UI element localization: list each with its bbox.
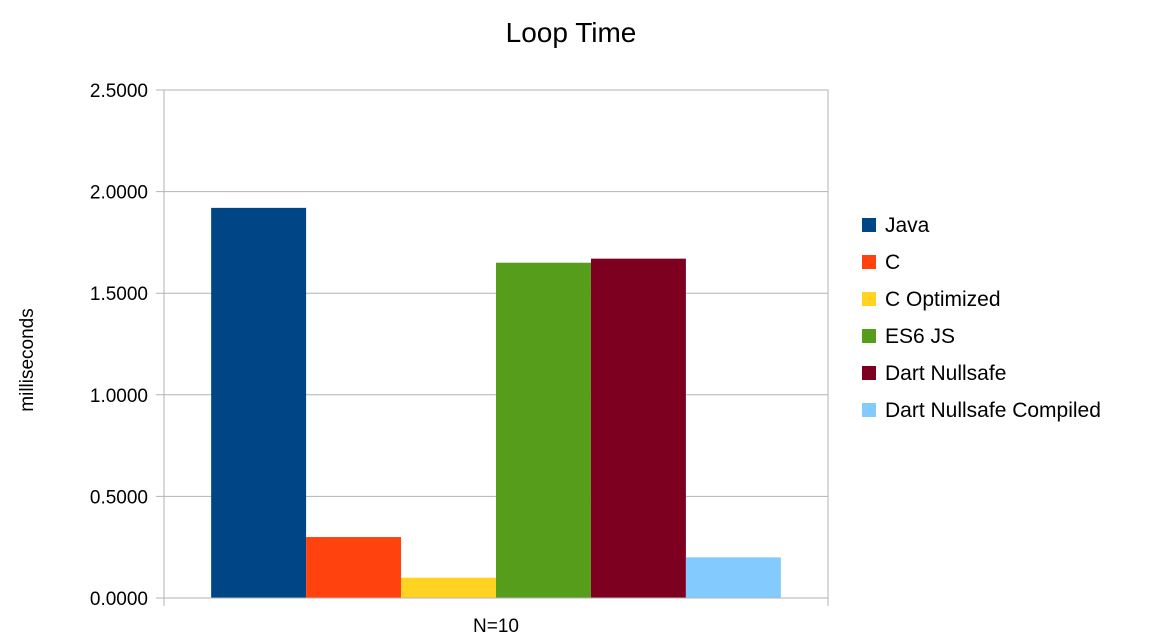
y-tick-label: 2.0000 <box>90 183 148 204</box>
legend-item: Dart Nullsafe <box>862 362 1006 385</box>
legend-label: Dart Nullsafe <box>885 362 1006 385</box>
bar-dart-nullsafe <box>590 258 686 598</box>
x-axis-ticks: N=10 <box>163 598 829 637</box>
legend-item: ES6 JS <box>862 325 955 348</box>
legend-label: Java <box>885 214 930 237</box>
y-tick-label: 1.0000 <box>90 386 148 407</box>
legend-swatch <box>862 255 876 269</box>
y-axis-label: milliseconds <box>17 308 38 411</box>
legend-swatch <box>862 366 876 380</box>
chart-title: Loop Time <box>506 17 637 48</box>
legend-swatch <box>862 329 876 343</box>
bars <box>211 207 781 598</box>
legend-item: Dart Nullsafe Compiled <box>862 399 1101 422</box>
legend-item: C <box>862 251 900 274</box>
legend-label: C <box>885 251 900 274</box>
y-tick-label: 0.0000 <box>90 589 148 610</box>
y-tick-label: 1.5000 <box>90 284 148 305</box>
legend-swatch <box>862 403 876 417</box>
bar-java <box>211 207 307 598</box>
bar-c-optimized <box>401 577 496 598</box>
legend-label: ES6 JS <box>885 325 955 348</box>
legend-swatch <box>862 292 876 306</box>
legend-label: C Optimized <box>885 288 1001 311</box>
legend: Java C C Optimized ES6 JS Dart Nullsafe Dart … <box>862 214 1101 422</box>
legend-item: C Optimized <box>862 288 1001 311</box>
y-axis-ticks: 0.0000 0.5000 1.0000 1.5000 2.0000 2.5000 <box>90 81 148 610</box>
bar-dart-nullsafe-compiled <box>685 557 781 598</box>
plot-area-border <box>163 89 829 599</box>
legend-label: Dart Nullsafe Compiled <box>885 399 1101 422</box>
y-tick-label: 2.5000 <box>90 81 148 102</box>
y-tick-label: 0.5000 <box>90 487 148 508</box>
legend-item: Java <box>862 214 930 237</box>
bar-es6-js <box>496 262 591 598</box>
bar-c <box>306 537 402 598</box>
x-category-label: N=10 <box>473 616 519 637</box>
legend-swatch <box>862 218 876 232</box>
